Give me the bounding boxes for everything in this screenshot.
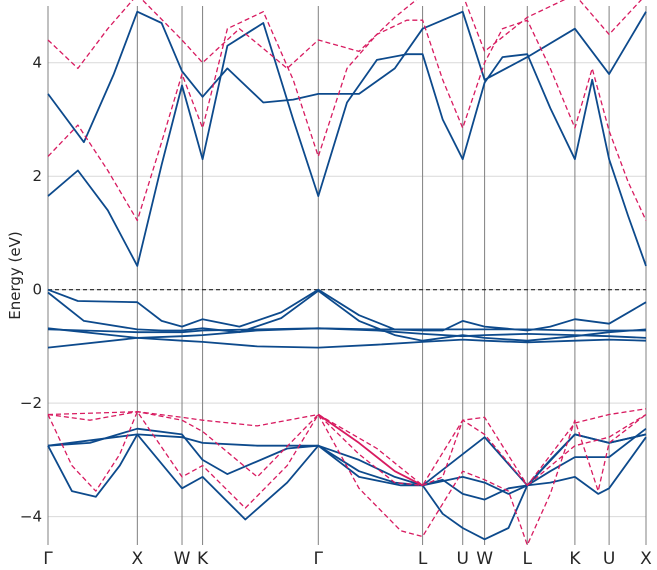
k-point-label: Γ bbox=[43, 549, 53, 569]
y-tick-label: 0 bbox=[32, 281, 42, 299]
k-point-label: K bbox=[197, 549, 209, 569]
k-point-label: U bbox=[456, 549, 468, 569]
y-axis-label: Energy (eV) bbox=[6, 231, 24, 319]
k-point-label: W bbox=[174, 549, 191, 569]
band-dashed-cb1 bbox=[47, 11, 647, 222]
k-point-label: X bbox=[132, 549, 144, 569]
k-point-label: L bbox=[523, 549, 533, 569]
band-series bbox=[47, 0, 647, 546]
k-point-label: K bbox=[569, 549, 581, 569]
k-point-lines bbox=[47, 6, 647, 545]
k-point-label: W bbox=[476, 549, 493, 569]
band-dashed-lb1 bbox=[47, 411, 647, 546]
band-solid-vb1 bbox=[47, 288, 647, 332]
k-point-label: X bbox=[640, 549, 652, 569]
band-dashed-lb2 bbox=[47, 411, 647, 487]
k-point-label: Γ bbox=[314, 549, 324, 569]
band-dashed-cb2 bbox=[47, 0, 642, 70]
y-tick-label: −2 bbox=[20, 394, 42, 412]
k-point-label: L bbox=[418, 549, 428, 569]
band-solid-vb3 bbox=[47, 327, 647, 339]
band-solid-vb5 bbox=[47, 327, 646, 334]
band-dashed-lb3 bbox=[47, 408, 647, 487]
band-solid-deep bbox=[421, 433, 647, 541]
y-tick-labels: −4 −2 0 2 4 bbox=[20, 54, 42, 526]
y-tick-label: 4 bbox=[32, 54, 42, 72]
band-solid-lb1 bbox=[47, 433, 647, 521]
band-magenta-solid bbox=[317, 413, 424, 487]
band-solid-vb4 bbox=[47, 337, 647, 349]
k-point-label: U bbox=[603, 549, 615, 569]
band-solid-vb2 bbox=[47, 289, 647, 342]
y-tick-label: 2 bbox=[32, 167, 42, 185]
band-solid-cb2 bbox=[47, 10, 647, 144]
y-tick-label: −4 bbox=[20, 508, 42, 526]
band-solid-cb1 bbox=[47, 22, 647, 267]
